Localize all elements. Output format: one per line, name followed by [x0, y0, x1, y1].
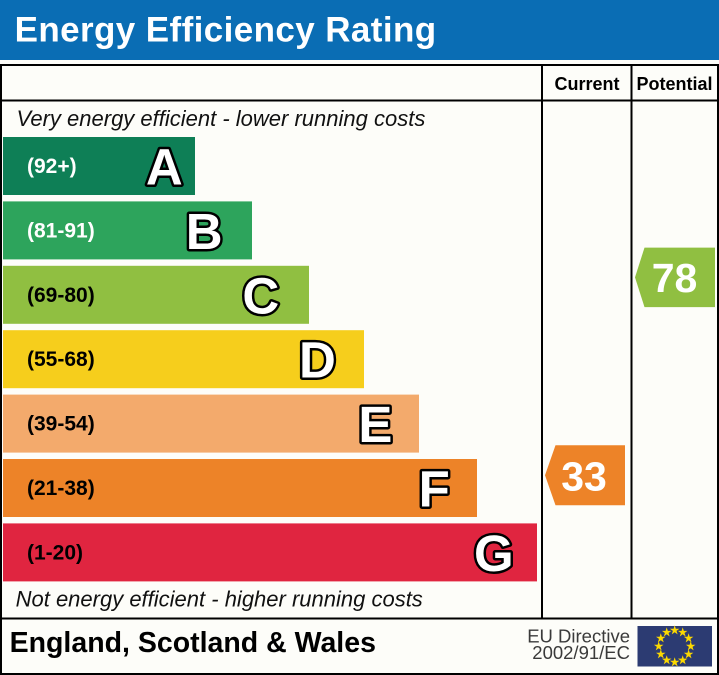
- svg-text:England, Scotland & Wales: England, Scotland & Wales: [10, 627, 376, 659]
- svg-text:Not energy efficient - higher: Not energy efficient - higher running co…: [16, 587, 423, 612]
- svg-text:33: 33: [561, 454, 607, 500]
- svg-text:G: G: [474, 525, 514, 582]
- svg-text:Current: Current: [554, 74, 619, 94]
- svg-text:A: A: [146, 139, 183, 196]
- svg-text:2002/91/EC: 2002/91/EC: [532, 642, 630, 663]
- svg-text:(1-20): (1-20): [27, 541, 83, 564]
- svg-text:EU Directive: EU Directive: [527, 625, 630, 646]
- svg-text:E: E: [358, 396, 392, 453]
- svg-text:(55-68): (55-68): [27, 348, 95, 371]
- svg-text:(81-91): (81-91): [27, 219, 95, 242]
- svg-text:Very energy efficient - lower: Very energy efficient - lower running co…: [17, 106, 426, 131]
- svg-text:78: 78: [652, 255, 698, 301]
- svg-text:F: F: [419, 461, 450, 518]
- svg-text:(92+): (92+): [27, 155, 77, 178]
- svg-text:Potential: Potential: [636, 74, 712, 94]
- svg-text:C: C: [242, 267, 279, 324]
- svg-text:(21-38): (21-38): [27, 477, 95, 500]
- svg-text:(69-80): (69-80): [27, 284, 95, 307]
- svg-text:D: D: [299, 332, 336, 389]
- svg-text:(39-54): (39-54): [27, 413, 95, 436]
- svg-text:Energy Efficiency Rating: Energy Efficiency Rating: [15, 11, 437, 50]
- svg-text:B: B: [186, 203, 223, 260]
